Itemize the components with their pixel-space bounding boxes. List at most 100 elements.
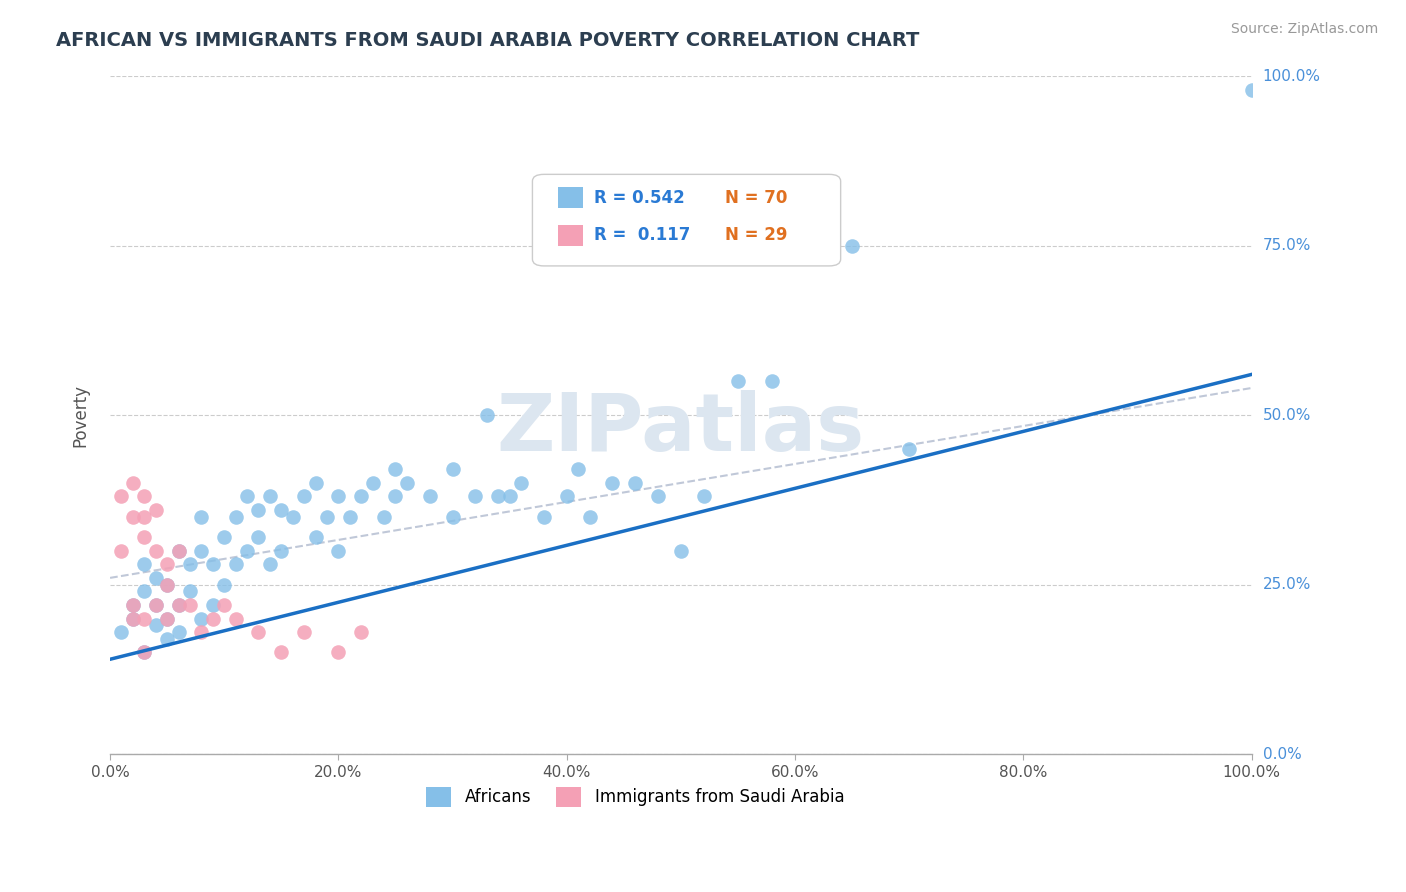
Point (190, 625, 212, 640)
Text: R = 0.542: R = 0.542 (595, 189, 685, 207)
Text: 50.0%: 50.0% (1263, 408, 1310, 423)
Point (212, 598, 235, 612)
Text: 100.0%: 100.0% (1263, 69, 1320, 84)
Point (247, 503, 270, 517)
Point (328, 645, 350, 659)
Point (201, 598, 224, 612)
Point (145, 571, 167, 585)
Point (510, 475, 533, 490)
Point (1240, 82, 1263, 96)
Point (692, 490, 714, 504)
FancyBboxPatch shape (558, 225, 582, 245)
Point (259, 558, 281, 572)
Point (212, 530, 235, 544)
Point (441, 462, 464, 476)
Point (179, 584, 201, 599)
Point (361, 475, 384, 490)
Point (316, 509, 339, 524)
Point (441, 509, 464, 524)
Point (190, 543, 212, 558)
Text: 75.0%: 75.0% (1263, 238, 1310, 253)
Point (339, 509, 361, 524)
Point (134, 509, 156, 524)
Point (304, 530, 326, 544)
Point (145, 598, 167, 612)
Point (898, 442, 921, 456)
Point (110, 543, 132, 558)
Point (292, 625, 315, 640)
Point (373, 509, 395, 524)
Point (350, 490, 373, 504)
Point (122, 611, 145, 625)
Point (179, 558, 201, 572)
Point (134, 645, 156, 659)
Text: Source: ZipAtlas.com: Source: ZipAtlas.com (1230, 22, 1378, 37)
Point (259, 490, 281, 504)
Point (533, 509, 555, 524)
Point (225, 611, 247, 625)
Point (602, 475, 624, 490)
Point (145, 503, 167, 517)
Point (145, 618, 167, 632)
Point (110, 625, 132, 640)
Point (145, 598, 167, 612)
Text: R =  0.117: R = 0.117 (595, 227, 690, 244)
Text: N = 70: N = 70 (725, 189, 787, 207)
Point (350, 625, 373, 640)
Point (328, 490, 350, 504)
Point (624, 475, 647, 490)
Text: 25.0%: 25.0% (1263, 577, 1310, 592)
Point (110, 490, 132, 504)
Point (156, 558, 179, 572)
FancyBboxPatch shape (533, 174, 841, 266)
Point (156, 577, 179, 591)
Point (145, 543, 167, 558)
Point (395, 475, 418, 490)
FancyBboxPatch shape (558, 187, 582, 208)
Point (270, 543, 292, 558)
Point (156, 611, 179, 625)
Point (578, 509, 600, 524)
Text: ZIPatlas: ZIPatlas (496, 390, 865, 467)
Point (167, 598, 190, 612)
Y-axis label: Poverty: Poverty (72, 384, 89, 447)
Point (134, 584, 156, 599)
Point (270, 645, 292, 659)
Point (669, 543, 692, 558)
Point (167, 625, 190, 640)
Point (247, 530, 270, 544)
Point (567, 462, 589, 476)
Point (201, 558, 224, 572)
Point (122, 598, 145, 612)
Point (122, 509, 145, 524)
Point (647, 490, 669, 504)
Point (384, 462, 406, 476)
Point (156, 577, 179, 591)
Point (292, 490, 315, 504)
Point (475, 408, 498, 422)
Point (555, 490, 578, 504)
Point (419, 490, 441, 504)
Point (167, 543, 190, 558)
Point (167, 543, 190, 558)
Point (190, 509, 212, 524)
Legend: Africans, Immigrants from Saudi Arabia: Africans, Immigrants from Saudi Arabia (419, 780, 851, 814)
Point (727, 374, 749, 388)
Point (384, 490, 406, 504)
Point (134, 645, 156, 659)
Point (247, 625, 270, 640)
Point (122, 611, 145, 625)
Point (167, 598, 190, 612)
Point (281, 509, 304, 524)
Point (225, 509, 247, 524)
Point (304, 475, 326, 490)
Point (201, 611, 224, 625)
Point (122, 475, 145, 490)
Point (841, 238, 863, 252)
Point (464, 490, 486, 504)
Point (498, 490, 520, 504)
Point (190, 611, 212, 625)
Point (156, 632, 179, 646)
Point (236, 543, 259, 558)
Point (134, 558, 156, 572)
